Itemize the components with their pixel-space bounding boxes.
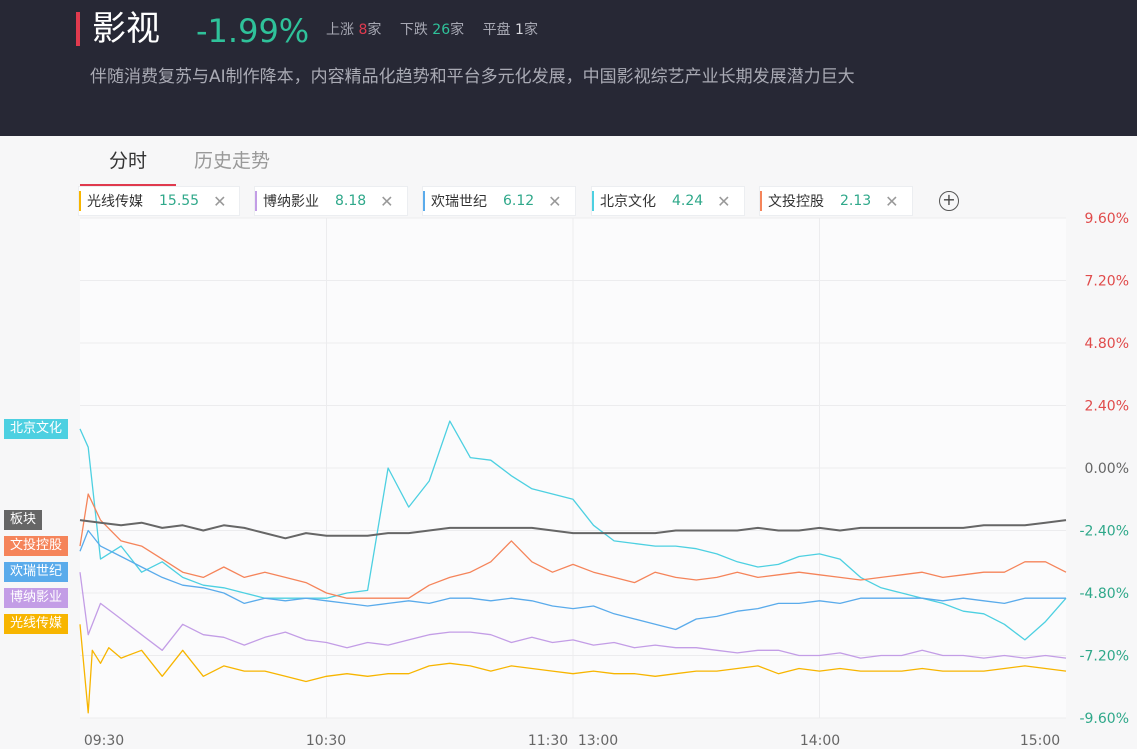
close-icon[interactable]: ✕ [717, 191, 731, 211]
x-tick-label: 09:30 [84, 733, 124, 749]
tab-intraday[interactable]: 分时 [80, 138, 176, 186]
series-line [79, 572, 1067, 659]
sector-header: 影视 -1.99% 上涨 8家 下跌 26家 平盘 1家 伴随消费复苏与AI制作… [0, 0, 1137, 136]
y-tick-label: -4.80% [1079, 586, 1129, 602]
stat-flat: 平盘 1家 [482, 22, 538, 38]
x-tick-label: 14:00 [800, 733, 840, 749]
x-tick-label: 11:30 [528, 733, 568, 749]
chip-name: 博纳影业 [263, 194, 319, 210]
y-tick-label: 9.60% [1085, 211, 1129, 227]
chip-color-bar [423, 191, 425, 211]
chip-color-bar [592, 191, 594, 211]
series-line [79, 624, 1067, 714]
chip-value: 2.13 [840, 193, 872, 209]
chip-value: 15.55 [159, 193, 200, 209]
y-tick-label: -2.40% [1079, 524, 1129, 540]
y-tick-label: -7.20% [1079, 649, 1129, 665]
series-line [79, 519, 1067, 540]
close-icon[interactable]: ✕ [885, 191, 899, 211]
chip-name: 文投控股 [768, 194, 824, 210]
plus-circle-icon[interactable]: + [939, 191, 959, 211]
sector-change: -1.99% [196, 12, 310, 50]
y-tick-label: 4.80% [1085, 336, 1129, 352]
chip-stock[interactable]: 光线传媒 15.55 ✕ [78, 186, 240, 216]
tab-history[interactable]: 历史走势 [193, 150, 270, 172]
chip-name: 欢瑞世纪 [431, 194, 487, 210]
sector-stats: 上涨 8家 下跌 26家 平盘 1家 [326, 20, 552, 40]
stat-down: 下跌 26家 [399, 22, 465, 38]
series-line [79, 529, 1066, 631]
x-tick-label: 10:30 [306, 733, 346, 749]
series-tag: 光线传媒 [4, 614, 69, 635]
chip-color-bar [255, 191, 257, 211]
y-tick-label: 0.00% [1085, 461, 1129, 477]
chip-stock[interactable]: 博纳影业 8.18 ✕ [254, 186, 408, 216]
sector-title: 影视 [92, 9, 160, 49]
chip-value: 4.24 [672, 193, 704, 209]
chip-value: 6.12 [503, 193, 535, 209]
y-tick-label: 2.40% [1085, 399, 1129, 415]
series-tag: 板块 [4, 510, 43, 531]
chip-name: 北京文化 [600, 194, 656, 210]
y-tick-label: -9.60% [1079, 711, 1129, 727]
chip-stock[interactable]: 欢瑞世纪 6.12 ✕ [422, 186, 576, 216]
series-line [79, 420, 1067, 641]
series-line [79, 493, 1067, 599]
series-tag: 北京文化 [4, 418, 69, 439]
x-tick-label: 13:00 [578, 733, 618, 749]
y-tick-label: 7.20% [1085, 274, 1129, 290]
close-icon[interactable]: ✕ [380, 191, 394, 211]
close-icon[interactable]: ✕ [548, 191, 562, 211]
chip-name: 光线传媒 [87, 194, 143, 210]
stat-up: 上涨 8家 [326, 22, 382, 38]
sector-description: 伴随消费复苏与AI制作降本，内容精品化趋势和平台多元化发展，中国影视综艺产业长期… [90, 67, 855, 87]
series-tag: 文投控股 [4, 536, 69, 557]
chip-value: 8.18 [335, 193, 367, 209]
x-tick-label: 15:00 [1020, 733, 1060, 749]
series-tag: 欢瑞世纪 [4, 562, 69, 583]
chip-stock[interactable]: 文投控股 2.13 ✕ [759, 186, 913, 216]
chip-color-bar [79, 191, 81, 211]
chip-color-bar [760, 191, 762, 211]
chip-stock[interactable]: 北京文化 4.24 ✕ [591, 186, 745, 216]
title-accent-bar [76, 12, 80, 46]
close-icon[interactable]: ✕ [213, 191, 227, 211]
series-tag: 博纳影业 [4, 588, 69, 609]
